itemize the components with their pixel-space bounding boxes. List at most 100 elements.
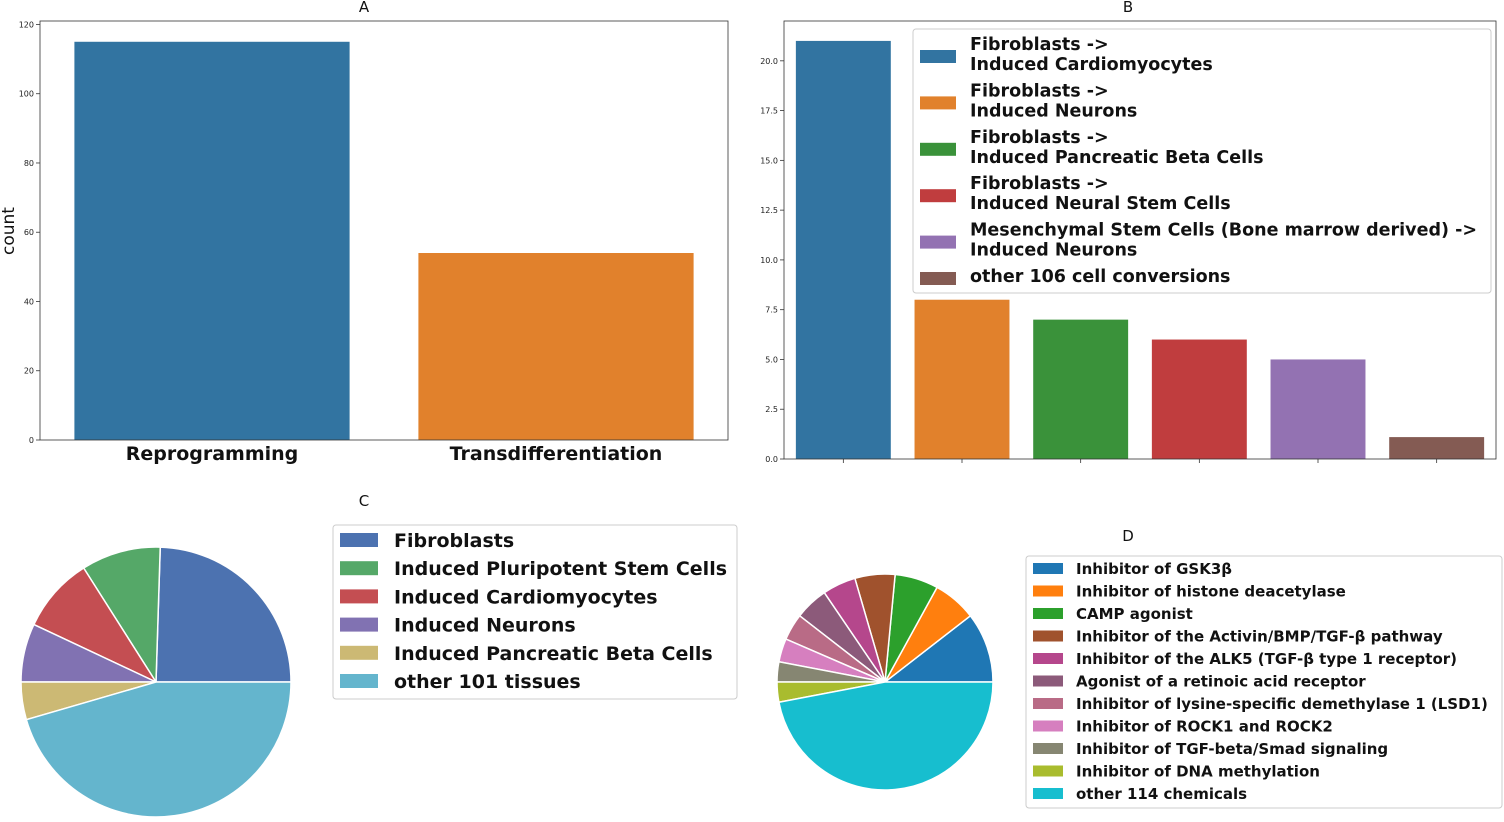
panel-d-legend-item: Inhibitor of histone deacetylase bbox=[1033, 583, 1346, 601]
panel-a-y-tick-label: 40 bbox=[24, 297, 34, 306]
panel-a-y-tick-label: 100 bbox=[19, 90, 34, 99]
panel-b-bar-chart: B 0.0 2.5 5.0 7.5 10.0 12.5 15.0 17.5 20.0 Fibro… bbox=[760, 0, 1497, 464]
panel-b-bar bbox=[795, 40, 891, 460]
panel-b-legend-label: Fibroblasts -> Induced Pancreatic Beta Ce… bbox=[970, 128, 1264, 168]
panel-d-legend-label: Inhibitor of the ALK5 (TGF-β type 1 rece… bbox=[1076, 650, 1457, 668]
panel-b-legend-item: Fibroblasts -> Induced Neurons bbox=[920, 81, 1137, 121]
panel-b-legend-item: Fibroblasts -> Induced Pancreatic Beta Ce… bbox=[920, 128, 1264, 168]
panel-d-title: D bbox=[1122, 527, 1134, 545]
panel-d-legend-swatch bbox=[1033, 720, 1063, 732]
panel-d-pie-slice bbox=[882, 614, 994, 683]
panel-d-legend-swatch bbox=[1033, 608, 1063, 619]
panel-a-y-tick-label: 120 bbox=[19, 20, 34, 29]
panel-b-plot-frame bbox=[783, 20, 1497, 460]
panel-b-bar bbox=[1033, 319, 1129, 459]
panel-a-x-tick-label: Transdifferentiation bbox=[450, 443, 663, 465]
panel-d-pie-slice bbox=[778, 681, 994, 791]
panel-b-y-tick-label: 10.0 bbox=[760, 256, 778, 265]
panel-b-bar bbox=[1151, 339, 1247, 459]
panel-b-y-tick-label: 5.0 bbox=[765, 355, 778, 364]
panel-c-legend-item: other 101 tissues bbox=[340, 671, 581, 693]
panel-c-pie-slice bbox=[82, 546, 162, 685]
panel-b-legend-item: other 106 cell conversions bbox=[920, 267, 1230, 287]
panel-d-legend-item: Inhibitor of TGF-beta/Smad signaling bbox=[1033, 740, 1388, 758]
panel-d-legend-label: Inhibitor of the Activin/BMP/TGF-β pathw… bbox=[1076, 628, 1443, 646]
panel-b-legend-swatch bbox=[920, 272, 956, 285]
panel-d-legend-label: Inhibitor of ROCK1 and ROCK2 bbox=[1076, 718, 1333, 736]
panel-a-plot-frame bbox=[39, 20, 729, 441]
panel-b-y-tick-label: 2.5 bbox=[765, 405, 778, 414]
panel-c-legend-item: Fibroblasts bbox=[340, 530, 514, 552]
panel-b-legend-swatch bbox=[920, 50, 956, 63]
panel-b-legend-label: Fibroblasts -> Induced Neural Stem Cells bbox=[970, 174, 1231, 214]
panel-c-pie-slice bbox=[155, 546, 292, 683]
panel-c-legend-item: Induced Neurons bbox=[340, 615, 576, 637]
panel-b-legend-swatch bbox=[920, 189, 956, 203]
panel-a-y-axis-label: count bbox=[0, 207, 19, 255]
panel-c-legend-item: Induced Pancreatic Beta Cells bbox=[340, 643, 713, 665]
panel-b-legend-swatch bbox=[920, 96, 956, 110]
panel-a-x-tick-label: Reprogramming bbox=[126, 443, 299, 465]
panel-b-legend-item: Fibroblasts -> Induced Neural Stem Cells bbox=[920, 174, 1231, 214]
panel-d-pie-chart: D Inhibitor of GSK3β Inhibitor of histone… bbox=[776, 527, 1503, 809]
panel-d-legend-label: other 114 chemicals bbox=[1076, 785, 1247, 803]
panel-a-y-tick-label: 80 bbox=[24, 159, 34, 168]
panel-d-legend-swatch bbox=[1033, 788, 1063, 799]
panel-d-legend-label: Inhibitor of histone deacetylase bbox=[1076, 583, 1346, 601]
panel-c-pie-chart: C Fibroblasts Induced Pluripotent Stem Ce… bbox=[20, 492, 738, 818]
panel-c-legend-swatch bbox=[340, 533, 378, 547]
panel-c-legend-label: Induced Neurons bbox=[394, 615, 576, 637]
panel-d-legend-swatch bbox=[1033, 743, 1063, 754]
panel-b-legend-label: Mesenchymal Stem Cells (Bone marrow deri… bbox=[970, 221, 1477, 261]
panel-d-legend-item: Inhibitor of ROCK1 and ROCK2 bbox=[1033, 718, 1333, 736]
panel-b-legend-swatch bbox=[920, 142, 956, 156]
panel-b-legend-item: Mesenchymal Stem Cells (Bone marrow deri… bbox=[920, 221, 1477, 261]
panel-d-legend-frame bbox=[1025, 555, 1503, 809]
panel-b-y-tick-label: 15.0 bbox=[760, 156, 778, 165]
panel-b-legend-swatch bbox=[920, 235, 956, 249]
panel-d-legend-label: Inhibitor of TGF-beta/Smad signaling bbox=[1076, 740, 1388, 758]
panel-d-legend-item: Agonist of a retinoic acid receptor bbox=[1033, 673, 1366, 691]
panel-b-y-tick-label: 20.0 bbox=[760, 57, 778, 66]
panel-b-legend-label: Fibroblasts -> Induced Neurons bbox=[970, 81, 1137, 121]
panel-d-legend-label: Inhibitor of lysine-specific demethylase… bbox=[1076, 695, 1488, 713]
panel-a-title: A bbox=[359, 0, 370, 16]
panel-b-y-tick-label: 17.5 bbox=[760, 107, 778, 116]
panel-c-pie-slice bbox=[25, 681, 292, 818]
panel-a-y-tick-label: 20 bbox=[24, 367, 34, 376]
panel-c-legend-frame bbox=[332, 524, 738, 700]
panel-a-bar bbox=[74, 41, 350, 441]
panel-a-bar-chart: A count 0 20 40 60 80 100 120 Reprogramming Tra… bbox=[0, 0, 729, 465]
panel-d-legend-label: Inhibitor of DNA methylation bbox=[1076, 763, 1320, 781]
panel-b-y-tick-label: 0.0 bbox=[765, 455, 778, 464]
panel-d-legend-item: other 114 chemicals bbox=[1033, 785, 1247, 803]
panel-d-legend-item: Inhibitor of the ALK5 (TGF-β type 1 rece… bbox=[1033, 650, 1457, 668]
panel-d-legend-label: CAMP agonist bbox=[1076, 605, 1193, 623]
panel-b-bar bbox=[914, 299, 1010, 459]
panel-b-y-tick-label: 12.5 bbox=[760, 206, 778, 215]
panel-d-legend-item: Inhibitor of DNA methylation bbox=[1033, 763, 1320, 781]
panel-c-legend-label: other 101 tissues bbox=[394, 671, 581, 693]
panel-d-legend-swatch bbox=[1033, 630, 1063, 642]
panel-d-legend-item: Inhibitor of GSK3β bbox=[1033, 560, 1232, 578]
panel-d-legend-swatch bbox=[1033, 585, 1063, 597]
panel-d-legend-swatch bbox=[1033, 698, 1063, 709]
panel-c-legend-swatch bbox=[340, 645, 378, 660]
panel-b-bar bbox=[1270, 359, 1366, 459]
panel-d-legend-swatch bbox=[1033, 675, 1063, 687]
panel-a-y-tick-label: 60 bbox=[24, 228, 34, 237]
panel-c-legend-swatch bbox=[340, 674, 378, 688]
panel-b-legend-frame bbox=[912, 28, 1492, 294]
panel-d-legend-swatch bbox=[1033, 563, 1063, 574]
panel-b-bar bbox=[1389, 437, 1485, 459]
panel-d-legend-label: Inhibitor of GSK3β bbox=[1076, 560, 1232, 578]
panel-c-legend-swatch bbox=[340, 617, 378, 632]
panel-d-legend-label: Agonist of a retinoic acid receptor bbox=[1076, 673, 1366, 691]
panel-c-legend-label: Fibroblasts bbox=[394, 530, 514, 552]
panel-b-y-tick-label: 7.5 bbox=[765, 306, 778, 315]
panel-c-legend-label: Induced Pluripotent Stem Cells bbox=[394, 558, 727, 580]
panel-c-legend-item: Induced Pluripotent Stem Cells bbox=[340, 558, 727, 580]
panel-d-legend-item: Inhibitor of lysine-specific demethylase… bbox=[1033, 695, 1488, 713]
panel-d-legend-swatch bbox=[1033, 765, 1063, 777]
